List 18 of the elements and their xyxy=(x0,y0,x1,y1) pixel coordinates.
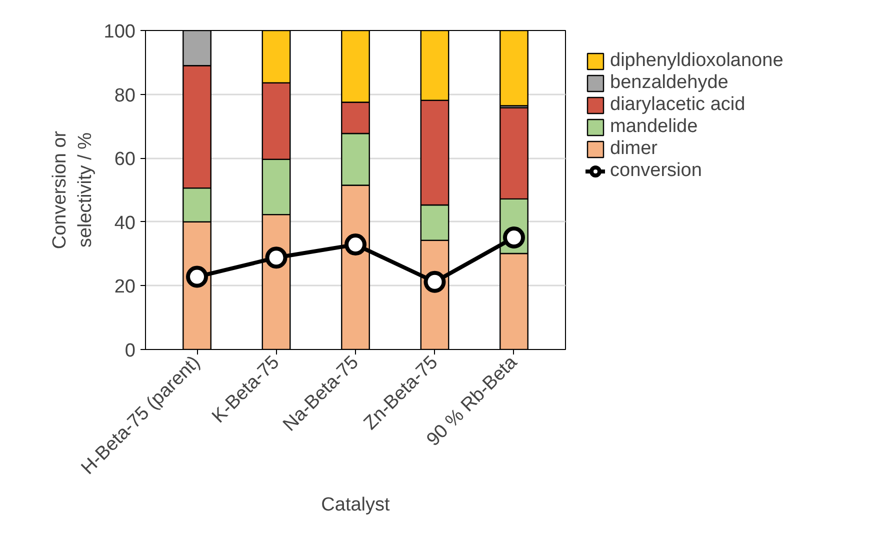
legend-label: diarylacetic acid xyxy=(610,94,746,116)
y-tick-label: 20 xyxy=(114,276,136,298)
y-tick-label: 40 xyxy=(114,212,136,234)
y-tick-label: 80 xyxy=(114,85,136,106)
y-tick-label: 60 xyxy=(114,149,136,170)
legend-label: mandelide xyxy=(610,116,698,138)
point xyxy=(265,246,288,269)
x-axis-title: Catalyst xyxy=(321,494,391,516)
point xyxy=(424,270,446,293)
legend-label: dimer xyxy=(610,138,658,160)
legend-label: conversion xyxy=(610,160,702,182)
point xyxy=(344,234,366,256)
y-tick-label: 100 xyxy=(104,22,136,42)
y-tick-label: 0 xyxy=(124,340,136,362)
legend-label: diphenyldioxolanone xyxy=(610,50,784,72)
legend-label: benzaldehyde xyxy=(610,72,728,94)
y-axis-title: Conversion or selectivity / % xyxy=(50,130,96,250)
point xyxy=(186,266,208,288)
